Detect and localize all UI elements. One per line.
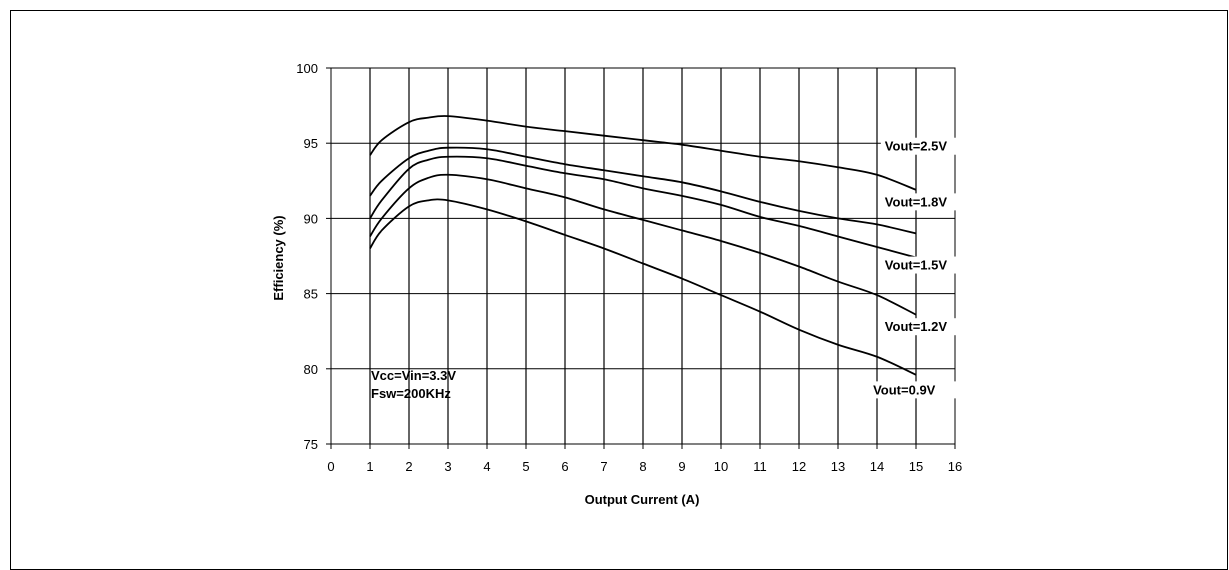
x-tick-label: 5 <box>522 459 529 474</box>
series-label-bg <box>880 318 969 336</box>
y-tick-label: 90 <box>304 211 318 226</box>
series-label-bg <box>880 256 969 274</box>
condition-annotation-fsw: Fsw=200KHz <box>371 386 451 401</box>
x-tick-label: 13 <box>831 459 845 474</box>
series-label: Vout=1.2V <box>885 319 948 334</box>
x-tick-label: 3 <box>444 459 451 474</box>
series-label-bg <box>880 137 969 155</box>
series-label: Vout=1.5V <box>885 258 948 273</box>
efficiency-chart: 0 1 2 3 4 5 6 7 8 9 10 11 12 13 14 15 167580859095100Vou… <box>271 61 969 507</box>
x-tick-label: 7 <box>600 459 607 474</box>
x-tick-label: 16 <box>948 459 962 474</box>
series-line-vout-1-2v <box>369 173 917 316</box>
x-tick-label: 8 <box>639 459 646 474</box>
condition-annotation-vcc: Vcc=Vin=3.3V <box>371 368 456 383</box>
x-tick-label: 15 <box>909 459 923 474</box>
y-tick-label: 95 <box>304 136 318 151</box>
y-tick-label: 100 <box>296 61 318 76</box>
series-label: Vout=0.9V <box>873 382 936 397</box>
series-line-vout-2-5v <box>369 115 917 191</box>
series-label: Vout=2.5V <box>885 139 948 154</box>
x-tick-label: 1 <box>366 459 373 474</box>
series-label: Vout=1.8V <box>885 194 948 209</box>
x-tick-label: 9 <box>678 459 685 474</box>
y-axis-title: Efficiency (%) <box>271 215 286 300</box>
y-tick-label: 75 <box>304 437 318 452</box>
x-tick-label: 0 <box>327 459 334 474</box>
axes-layer <box>326 67 956 449</box>
series-line-vout-0-9v <box>369 198 917 376</box>
series-line-vout-1-5v <box>369 155 917 259</box>
x-tick-label: 12 <box>792 459 806 474</box>
series-label-bg <box>880 193 969 211</box>
x-tick-label: 2 <box>405 459 412 474</box>
series-layer <box>369 115 917 376</box>
x-axis-title: Output Current (A) <box>585 492 700 507</box>
x-tick-label: 6 <box>561 459 568 474</box>
x-tick-label: 11 <box>753 459 767 474</box>
y-tick-label: 80 <box>304 362 318 377</box>
series-label-bg <box>869 381 958 399</box>
series-line-vout-1-8v <box>369 146 917 235</box>
label-layer: 0 1 2 3 4 5 6 7 8 9 10 11 12 13 14 15 167580859095100Vou… <box>296 61 969 474</box>
x-tick-label: 14 <box>870 459 884 474</box>
x-tick-label: 4 <box>483 459 490 474</box>
grid-layer <box>331 68 955 444</box>
y-tick-label: 85 <box>304 287 318 302</box>
x-tick-label: 10 <box>714 459 728 474</box>
